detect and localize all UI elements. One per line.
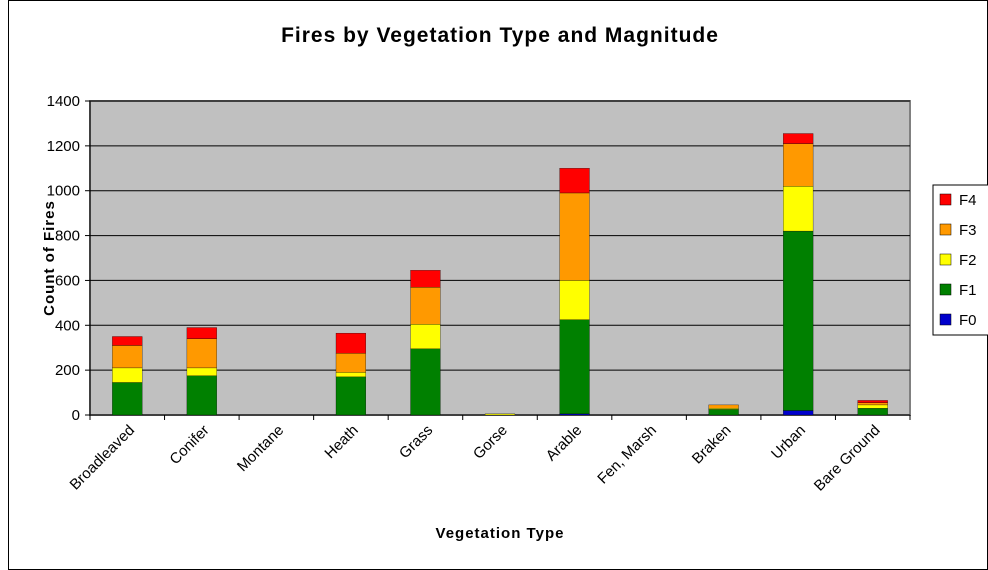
- bar-segment: [186, 375, 217, 416]
- y-tick-label: 1000: [47, 183, 80, 200]
- plot-area: [89, 100, 911, 416]
- y-tick-label: 200: [55, 362, 80, 379]
- bar-segment: [783, 410, 814, 416]
- bar-segment: [410, 287, 441, 325]
- legend-label: F1: [959, 282, 977, 299]
- bar-segment: [783, 230, 814, 411]
- y-tick-label: 0: [72, 407, 80, 424]
- y-tick-label: 1200: [47, 138, 80, 155]
- legend-label: F2: [959, 252, 977, 269]
- bar-segment: [559, 413, 590, 416]
- bar-segment: [708, 404, 739, 409]
- chart-title: Fires by Vegetation Type and Magnitude: [281, 24, 719, 47]
- bar-segment: [335, 376, 366, 416]
- bar-segment: [112, 382, 143, 416]
- bar-segment: [708, 408, 739, 410]
- bar-segment: [484, 413, 516, 416]
- bar-segment: [335, 332, 366, 354]
- bar-segment: [335, 372, 366, 378]
- bar-segment: [857, 402, 888, 406]
- bar-segment: [112, 336, 143, 346]
- y-tick-label: 800: [55, 228, 80, 245]
- legend-swatch: [939, 193, 952, 206]
- bar-segment: [559, 280, 590, 320]
- x-axis-title: Vegetation Type: [436, 525, 565, 542]
- bar-segment: [783, 186, 814, 232]
- legend-swatch: [939, 253, 952, 266]
- y-tick-label: 600: [55, 272, 80, 289]
- legend-label: F3: [959, 222, 977, 239]
- bar-segment: [559, 168, 590, 194]
- bar-segment: [857, 400, 888, 403]
- legend-label: F4: [959, 192, 977, 209]
- bar-segment: [186, 327, 217, 339]
- y-tick-label: 400: [55, 317, 80, 334]
- bar-segment: [186, 338, 217, 369]
- bar-segment: [112, 367, 143, 383]
- y-axis-title: Count of Fires: [41, 200, 58, 316]
- bar-segment: [112, 345, 143, 369]
- bar-segment: [783, 143, 814, 187]
- bar-segment: [410, 270, 441, 288]
- bar-segment: [559, 319, 590, 415]
- bar-segment: [410, 348, 441, 416]
- y-tick-label: 1400: [47, 93, 80, 110]
- legend-swatch: [939, 283, 952, 296]
- legend-swatch: [939, 313, 952, 326]
- bar-segment: [783, 133, 814, 144]
- bar-segment: [559, 192, 590, 281]
- bar-segment: [335, 353, 366, 373]
- legend-swatch: [939, 223, 952, 236]
- bar-segment: [186, 367, 217, 376]
- bar-segment: [708, 409, 739, 416]
- bar-segment: [410, 324, 441, 349]
- bar-segment: [857, 404, 888, 409]
- bar-segment: [857, 408, 888, 416]
- legend-label: F0: [959, 312, 977, 329]
